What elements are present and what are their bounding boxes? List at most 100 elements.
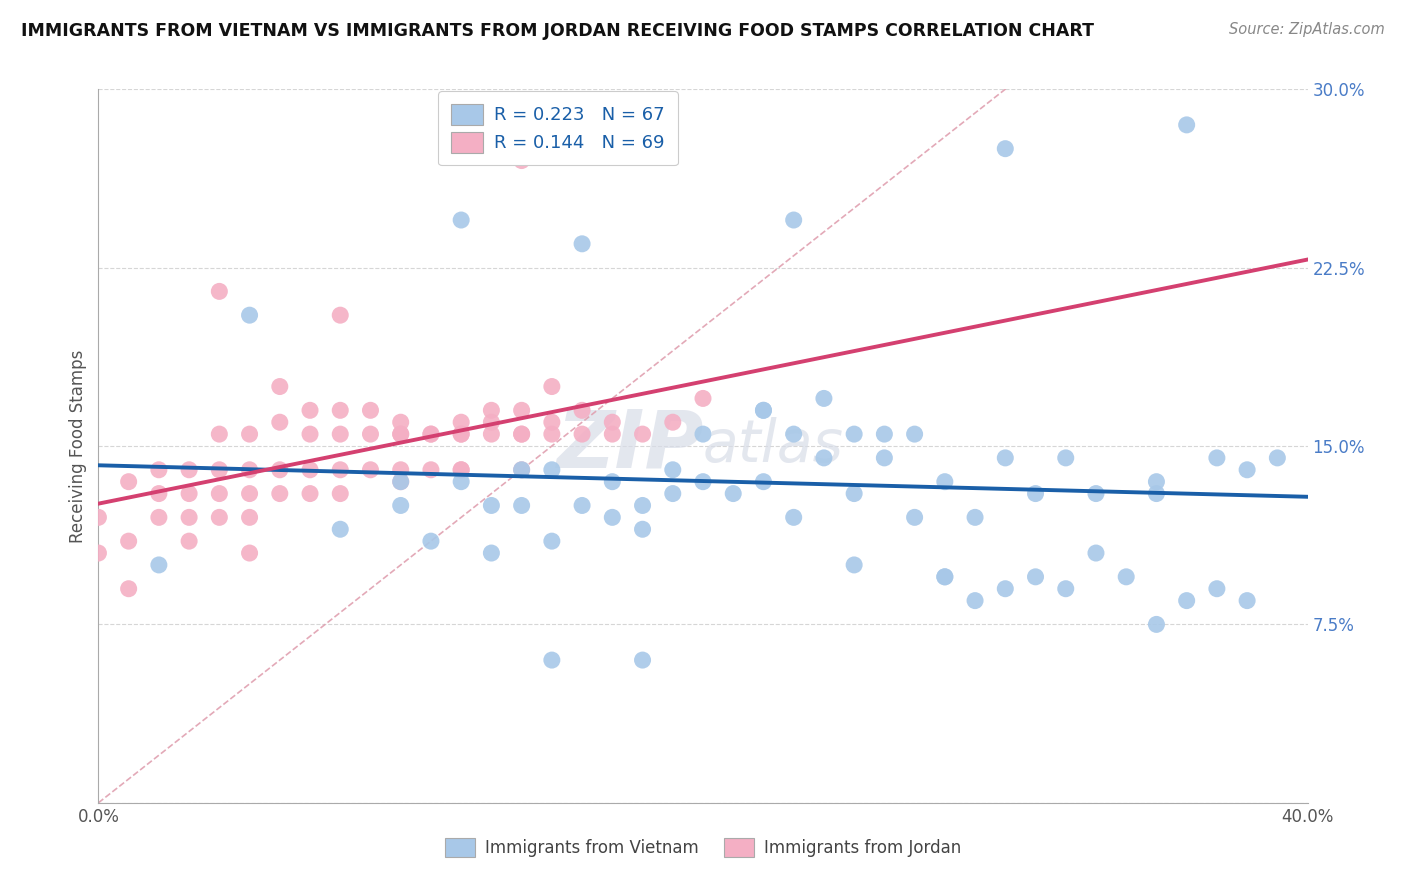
Point [813,450,835,465]
Point [783,427,806,442]
Point [208,463,231,477]
Point [571,499,593,513]
Point [118,475,141,489]
Point [481,403,503,417]
Point [329,403,352,417]
Point [602,415,624,429]
Point [994,582,1017,596]
Point [389,415,412,429]
Point [783,510,806,524]
Point [602,475,624,489]
Point [450,427,472,442]
Point [783,213,806,227]
Point [208,427,231,442]
Point [239,463,262,477]
Point [994,450,1017,465]
Point [239,308,262,322]
Point [239,427,262,442]
Text: Source: ZipAtlas.com: Source: ZipAtlas.com [1229,22,1385,37]
Point [571,236,593,251]
Point [540,534,562,549]
Point [510,153,533,168]
Point [269,379,291,393]
Point [329,308,352,322]
Point [540,427,562,442]
Point [723,486,745,500]
Point [510,463,533,477]
Point [661,463,683,477]
Point [631,522,654,536]
Point [1115,570,1137,584]
Point [1175,118,1198,132]
Point [1054,450,1077,465]
Point [602,510,624,524]
Point [904,510,927,524]
Point [299,403,322,417]
Point [269,415,291,429]
Point [389,475,412,489]
Point [360,463,382,477]
Point [540,653,562,667]
Point [481,415,503,429]
Point [813,392,835,406]
Point [965,593,987,607]
Point [1267,450,1289,465]
Point [631,499,654,513]
Point [1144,617,1167,632]
Point [148,486,170,500]
Point [1024,486,1046,500]
Point [329,486,352,500]
Point [510,499,533,513]
Point [148,463,170,477]
Point [934,475,956,489]
Point [389,427,412,442]
Point [661,486,683,500]
Point [510,427,533,442]
Point [329,463,352,477]
Point [844,558,866,572]
Y-axis label: Receiving Food Stamps: Receiving Food Stamps [69,350,87,542]
Point [299,427,322,442]
Point [239,486,262,500]
Point [269,463,291,477]
Point [148,558,170,572]
Point [329,522,352,536]
Point [450,463,472,477]
Point [965,510,987,524]
Point [329,427,352,442]
Legend: Immigrants from Vietnam, Immigrants from Jordan: Immigrants from Vietnam, Immigrants from… [437,830,969,866]
Point [1085,546,1108,560]
Point [692,392,714,406]
Point [389,499,412,513]
Point [1085,486,1108,500]
Point [1144,486,1167,500]
Point [389,463,412,477]
Point [602,427,624,442]
Point [420,427,443,442]
Point [481,427,503,442]
Point [208,510,231,524]
Point [450,415,472,429]
Point [299,486,322,500]
Point [752,403,775,417]
Point [571,403,593,417]
Point [1206,582,1229,596]
Point [389,475,412,489]
Point [389,427,412,442]
Point [844,486,866,500]
Point [510,463,533,477]
Point [239,510,262,524]
Point [540,415,562,429]
Point [631,653,654,667]
Point [873,450,896,465]
Point [631,427,654,442]
Point [148,510,170,524]
Point [1206,450,1229,465]
Point [510,403,533,417]
Point [661,415,683,429]
Point [179,463,201,477]
Point [208,486,231,500]
Point [1236,463,1258,477]
Point [1054,582,1077,596]
Point [269,486,291,500]
